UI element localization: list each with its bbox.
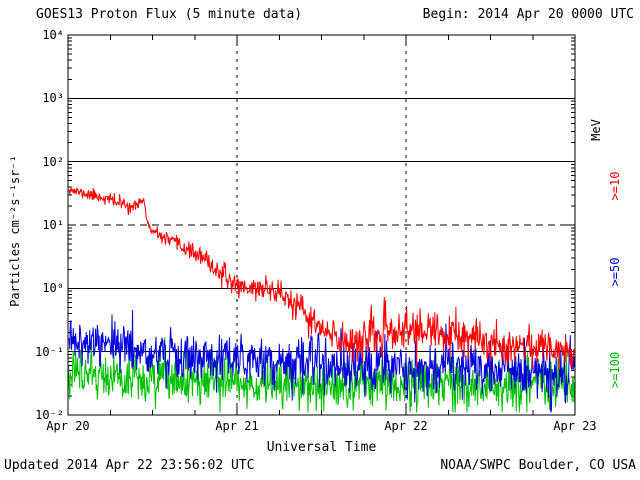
y-axis-label: Particles cm⁻²s⁻¹sr⁻¹ <box>8 155 22 307</box>
begin-time-label: Begin: 2014 Apr 20 0000 UTC <box>422 7 634 22</box>
legend-ge10: >=10 <box>608 171 622 201</box>
right-axis-title: MeV <box>589 119 603 141</box>
x-axis-label: Universal Time <box>266 440 377 455</box>
series-line-10-mev <box>67 187 575 371</box>
updated-timestamp: Updated 2014 Apr 22 23:56:02 UTC <box>4 458 255 473</box>
legend-ge100: >=100 <box>608 351 622 389</box>
series-line-50-mev <box>68 310 575 413</box>
page-title: GOES13 Proton Flux (5 minute data) <box>36 7 303 22</box>
credit: NOAA/SWPC Boulder, CO USA <box>440 458 636 473</box>
legend-ge50: >=50 <box>608 257 622 287</box>
